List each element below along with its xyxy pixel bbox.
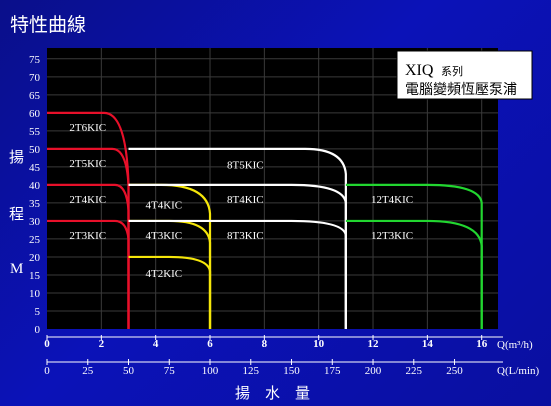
- x-tick-label-lmin: 200: [365, 365, 382, 377]
- x-tick-label-m3h: 2: [99, 338, 105, 350]
- legend-model: XIQ: [405, 62, 434, 79]
- y-axis-label-char-3: M: [10, 261, 23, 277]
- curve-label-8t5kic: 8T5KIC: [227, 160, 264, 172]
- y-tick-label: 25: [29, 234, 41, 246]
- x-tick-label-lmin: 75: [164, 365, 176, 377]
- axes: 0 5 10 15 20 25 30 35 40 45 50 55 60 65 70 75 0 2 4 6 8 10 12 1…: [29, 54, 503, 377]
- curve-label-8t4kic: 8T4KIC: [227, 194, 264, 206]
- y-tick-label: 30: [29, 216, 41, 228]
- slide-title: 特性曲線: [10, 14, 87, 36]
- x-axis-label-char-3: 量: [295, 384, 310, 402]
- x-tick-label-m3h: 10: [313, 338, 325, 350]
- curve-2t4kic: [47, 183, 130, 329]
- curve-label-4t4kic: 4T4KIC: [145, 199, 182, 211]
- curve-label-4t2kic: 4T2KIC: [145, 268, 182, 280]
- x-tick-label-lmin: 100: [202, 365, 219, 377]
- curve-label-2t6kic: 2T6KIC: [69, 122, 106, 134]
- y-tick-label: 65: [29, 90, 41, 102]
- x-tick-label-lmin: 125: [243, 365, 260, 377]
- curve-label-2t3kic: 2T3KIC: [69, 230, 106, 242]
- y-tick-label: 50: [29, 144, 41, 156]
- curve-label-12t3kic: 12T3KIC: [371, 230, 413, 242]
- y-tick-label: 55: [29, 126, 41, 138]
- series-legend-box: XIQ 系列 電腦變頻恆壓泵浦: [396, 50, 533, 100]
- curve-12t3kic: [345, 219, 483, 329]
- y-tick-label: 45: [29, 162, 41, 174]
- y-tick-label: 75: [29, 54, 41, 66]
- y-tick-label: 40: [29, 180, 41, 192]
- curve-8t5kic: [128, 147, 347, 329]
- x-tick-label-m3h: 12: [368, 338, 380, 350]
- x-tick-label-lmin: 175: [324, 365, 341, 377]
- x-tick-label-m3h: 6: [207, 338, 213, 350]
- x-tick-label-lmin: 0: [44, 365, 50, 377]
- x-tick-label-lmin: 250: [446, 365, 463, 377]
- y-tick-label: 20: [29, 252, 41, 264]
- y-tick-label: 10: [29, 288, 41, 300]
- curve-4t2kic: [128, 255, 212, 329]
- y-axis-label-char-2: 程: [9, 205, 24, 223]
- x-axis-label-char-2: 水: [265, 384, 280, 402]
- curve-12t4kic: [345, 183, 483, 329]
- x-tick-label-m3h: 14: [422, 338, 434, 350]
- x-axis-unit-bottom: Q(L/min): [497, 365, 539, 377]
- curves: [47, 111, 483, 329]
- x-axis-unit-top: Q(m³/h): [497, 339, 533, 351]
- x-tick-label-m3h: 8: [262, 338, 268, 350]
- curve-label-12t4kic: 12T4KIC: [371, 194, 413, 206]
- y-tick-label: 70: [29, 72, 41, 84]
- curve-2t5kic: [47, 147, 130, 329]
- curve-8t3kic: [128, 219, 347, 329]
- y-tick-label: 60: [29, 108, 41, 120]
- curve-2t3kic: [47, 219, 130, 329]
- x-tick-label-m3h: 16: [476, 338, 488, 350]
- y-tick-label: 15: [29, 270, 41, 282]
- curve-label-2t4kic: 2T4KIC: [69, 194, 106, 206]
- legend-model-suffix: 系列: [441, 64, 463, 78]
- x-tick-label-lmin: 50: [123, 365, 135, 377]
- x-tick-label-lmin: 25: [82, 365, 94, 377]
- x-tick-label-lmin: 225: [406, 365, 423, 377]
- curve-8t4kic: [128, 183, 347, 329]
- legend-subtitle: 電腦變頻恆壓泵浦: [405, 82, 517, 98]
- curve-labels: 2T6KIC 2T5KIC 2T4KIC 2T3KIC 4T4KIC 4T3KIC 4T2K…: [69, 122, 413, 280]
- x-tick-label-m3h: 0: [44, 338, 50, 350]
- curve-label-2t5kic: 2T5KIC: [69, 158, 106, 170]
- curve-label-8t3kic: 8T3KIC: [227, 230, 264, 242]
- y-tick-label: 0: [35, 324, 41, 336]
- x-tick-label-m3h: 4: [153, 338, 159, 350]
- y-tick-label: 5: [35, 306, 41, 318]
- x-axis-label-char-1: 揚: [235, 384, 250, 402]
- y-tick-label: 35: [29, 198, 41, 210]
- x-tick-label-lmin: 150: [283, 365, 300, 377]
- y-axis-label-char-1: 揚: [9, 148, 24, 166]
- curve-label-4t3kic: 4T3KIC: [145, 230, 182, 242]
